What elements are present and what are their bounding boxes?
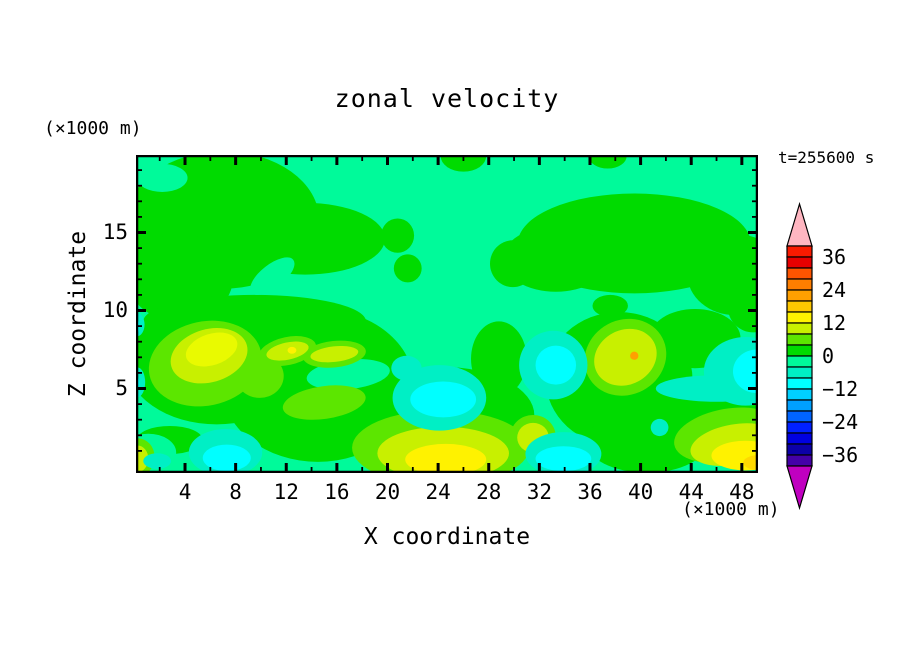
contour-blob-yc bbox=[185, 332, 238, 367]
colorbar-svg bbox=[786, 201, 813, 511]
colorbar-segment bbox=[786, 410, 813, 423]
colorbar-segment bbox=[786, 256, 813, 269]
colorbar-segment bbox=[786, 278, 813, 291]
contour-blob-li bbox=[282, 385, 366, 420]
contour-blob-gr bbox=[393, 254, 422, 283]
contour-blob-gr bbox=[440, 155, 487, 172]
y-tick-label: 15 bbox=[102, 219, 128, 244]
x-tick-label: 28 bbox=[476, 480, 502, 504]
y-axis-unit-label: (×1000 m) bbox=[44, 118, 142, 139]
x-tick-label: 4 bbox=[178, 480, 192, 504]
contour-blob-ch bbox=[136, 445, 149, 472]
contour-blob-gr bbox=[588, 155, 627, 169]
colorbar-label: 36 bbox=[822, 245, 847, 269]
contour-blob-gr bbox=[727, 282, 758, 333]
colorbar-label: −36 bbox=[822, 443, 859, 467]
colorbar-segment bbox=[786, 443, 813, 456]
colorbar-label: 12 bbox=[822, 311, 847, 335]
colorbar-segment bbox=[786, 267, 813, 280]
colorbar-segment bbox=[786, 432, 813, 445]
colorbar-segment bbox=[786, 377, 813, 390]
contour-blob-aq bbox=[650, 418, 669, 437]
y-tick-label: 10 bbox=[102, 297, 128, 322]
contour-blob-gr bbox=[471, 321, 527, 397]
contour-blob-or bbox=[630, 351, 639, 360]
x-tick-label: 16 bbox=[324, 480, 350, 504]
contour-blob-gr bbox=[592, 294, 628, 317]
plot-frame bbox=[136, 155, 758, 473]
chart-title: zonal velocity bbox=[334, 84, 560, 113]
contour-blob-ch bbox=[310, 346, 359, 363]
contour-blob-ye bbox=[405, 443, 487, 473]
contour-blob-aq bbox=[655, 375, 758, 402]
colorbar-segment bbox=[786, 333, 813, 346]
contour-blob-ch bbox=[594, 328, 657, 386]
contour-blob-cy bbox=[410, 381, 477, 418]
contour-blob-go bbox=[743, 454, 758, 471]
colorbar-label: −12 bbox=[822, 377, 859, 401]
contour-blob-sg bbox=[391, 307, 473, 348]
colorbar-bottom-arrow bbox=[786, 465, 813, 511]
contour-blob-gr bbox=[225, 202, 385, 275]
contour-blob-ye bbox=[287, 346, 297, 354]
x-tick-label: 40 bbox=[627, 480, 654, 504]
colorbar-segment bbox=[786, 388, 813, 401]
contour-plot-svg bbox=[136, 155, 758, 473]
time-stamp-label: t=255600 s bbox=[778, 148, 875, 167]
contour-blob-sg bbox=[250, 257, 295, 295]
contour-blob-gr bbox=[586, 410, 708, 473]
colorbar-segment bbox=[786, 421, 813, 434]
colorbar-segment bbox=[786, 311, 813, 324]
contour-blob-cy bbox=[535, 446, 592, 472]
contour-blob-cy bbox=[535, 345, 577, 385]
colorbar-segment bbox=[786, 245, 813, 258]
contour-blob-aq bbox=[143, 453, 172, 469]
contour-blob-ch bbox=[266, 341, 309, 361]
contour-blob-aq bbox=[391, 355, 422, 381]
contour-plot-area bbox=[136, 155, 758, 473]
x-tick-label: 36 bbox=[577, 480, 603, 504]
colorbar-label: 0 bbox=[822, 344, 835, 368]
x-tick-label: 20 bbox=[374, 480, 401, 504]
contour-blob-gr bbox=[381, 218, 415, 253]
colorbar-segment bbox=[786, 366, 813, 379]
colorbar-segment bbox=[786, 454, 813, 467]
x-tick-label: 32 bbox=[526, 480, 552, 504]
x-tick-label: 48 bbox=[729, 480, 755, 504]
x-tick-label: 24 bbox=[425, 480, 451, 504]
colorbar-label: 24 bbox=[822, 278, 847, 302]
y-tick-label: 5 bbox=[115, 375, 128, 400]
x-tick-label: 8 bbox=[229, 480, 242, 504]
x-tick-label: 44 bbox=[678, 480, 704, 504]
colorbar-top-arrow bbox=[786, 201, 813, 247]
colorbar-segment bbox=[786, 355, 813, 368]
x-axis-unit-label: (×1000 m) bbox=[682, 499, 780, 520]
colorbar bbox=[783, 200, 823, 512]
contour-blob-cy bbox=[202, 444, 251, 472]
x-axis-title: X coordinate bbox=[363, 524, 531, 550]
contour-blob-gr bbox=[490, 240, 536, 288]
x-tick-label: 12 bbox=[273, 480, 299, 504]
colorbar-segment bbox=[786, 289, 813, 302]
colorbar-segment bbox=[786, 344, 813, 357]
colorbar-segment bbox=[786, 300, 813, 313]
contour-blob-cy bbox=[732, 349, 758, 394]
colorbar-label: −24 bbox=[822, 410, 859, 434]
colorbar-segment bbox=[786, 322, 813, 335]
colorbar-segment bbox=[786, 399, 813, 412]
